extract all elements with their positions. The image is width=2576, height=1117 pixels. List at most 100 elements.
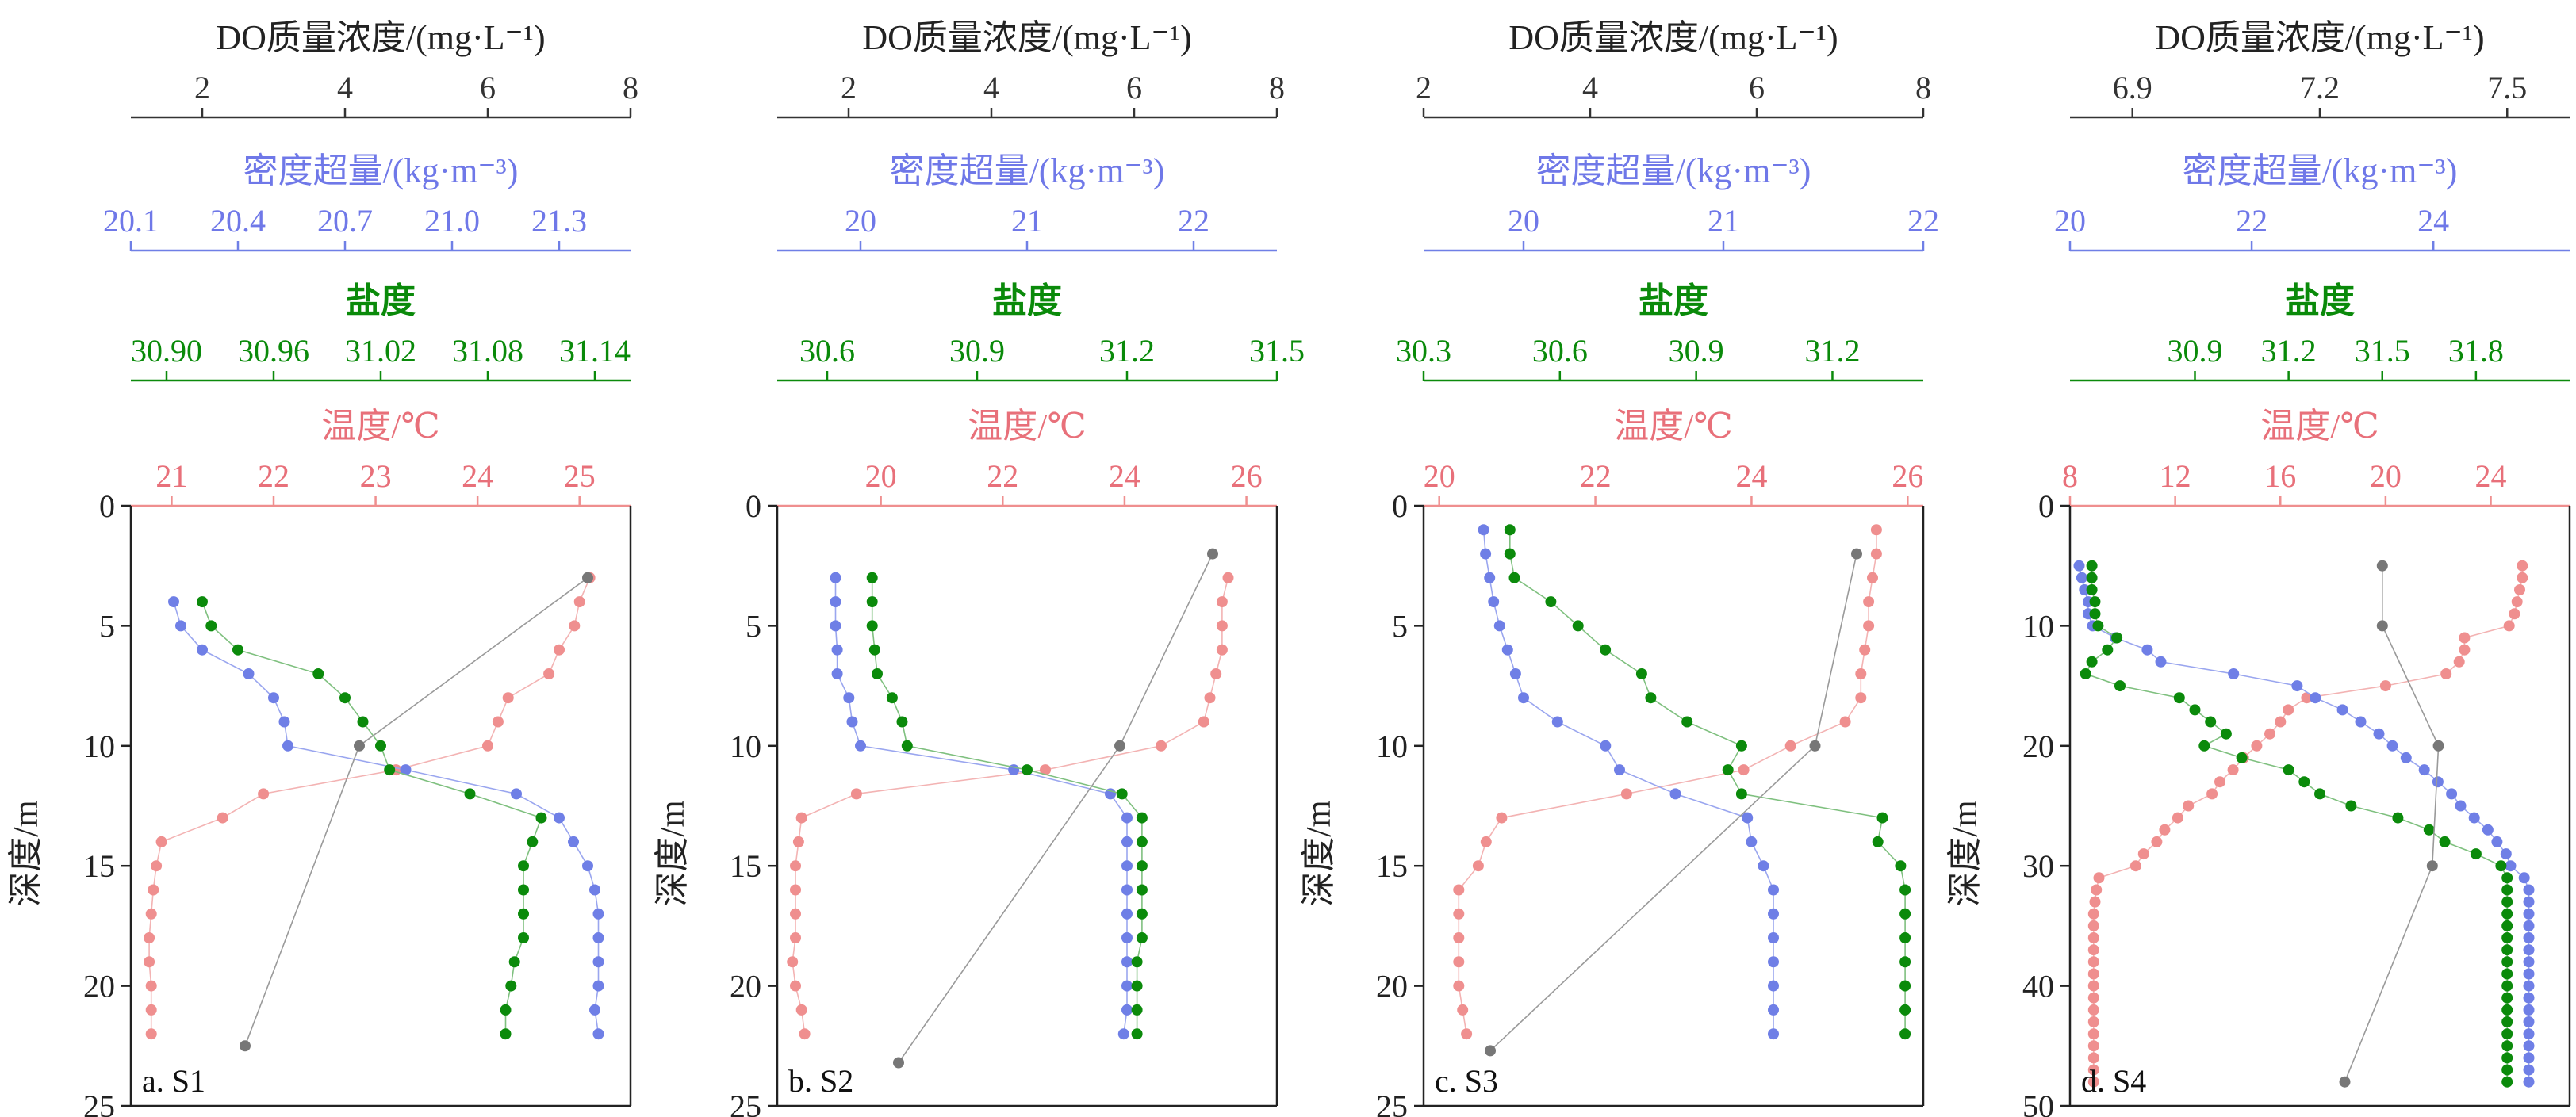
temperature-point bbox=[151, 860, 163, 872]
salinity-point bbox=[1131, 980, 1143, 992]
temperature-point bbox=[2511, 596, 2523, 608]
y-tick-label: 0 bbox=[746, 488, 761, 524]
salinity-point bbox=[1508, 572, 1520, 583]
do-tick-label: 2 bbox=[1416, 70, 1432, 105]
temperature-point bbox=[2514, 584, 2525, 595]
salinity-point bbox=[500, 1028, 512, 1040]
density-point bbox=[1509, 668, 1521, 679]
salinity-axis-title: 盐度 bbox=[1639, 281, 1708, 320]
density-point bbox=[400, 764, 412, 776]
temperature-axis: 8 12 16 20 24 温度/℃ bbox=[2062, 407, 2570, 507]
temperature-line bbox=[2093, 565, 2524, 1082]
temperature-point bbox=[1855, 692, 1867, 704]
density-point bbox=[1493, 620, 1505, 632]
density-point bbox=[1121, 1004, 1133, 1016]
temperature-point bbox=[2172, 812, 2183, 824]
temperature-tick-label: 8 bbox=[2062, 458, 2078, 494]
temperature-point bbox=[1480, 836, 1492, 847]
temperature-point bbox=[1156, 740, 1167, 752]
density-series bbox=[830, 572, 1133, 1040]
temperature-line bbox=[148, 577, 591, 1035]
do-axis-title: DO质量浓度/(mg·L⁻¹) bbox=[862, 18, 1191, 57]
density-point bbox=[831, 668, 843, 679]
density-tick-label: 21.3 bbox=[531, 203, 587, 239]
density-point bbox=[1614, 764, 1625, 776]
density-axis-title: 密度超量/(kg·m⁻³) bbox=[1536, 151, 1811, 190]
temperature-point bbox=[492, 716, 504, 728]
salinity-point bbox=[896, 716, 908, 728]
salinity-point bbox=[1899, 956, 1911, 968]
salinity-point bbox=[2501, 908, 2513, 920]
temperature-tick-label: 24 bbox=[462, 458, 493, 494]
salinity-point bbox=[2439, 836, 2451, 847]
salinity-point bbox=[1899, 980, 1911, 992]
density-point bbox=[1758, 860, 1769, 872]
temperature-point bbox=[2087, 1004, 2099, 1016]
density-tick-label: 24 bbox=[2417, 203, 2449, 239]
density-point bbox=[175, 620, 186, 632]
temperature-point bbox=[145, 1004, 157, 1016]
temperature-series bbox=[144, 572, 596, 1040]
panel-label: c. S3 bbox=[1435, 1063, 1498, 1099]
temperature-point bbox=[2087, 1052, 2099, 1064]
salinity-point bbox=[2501, 1016, 2513, 1027]
salinity-series bbox=[1504, 524, 1911, 1040]
temperature-tick-label: 21 bbox=[155, 458, 187, 494]
density-tick-label: 22 bbox=[1907, 203, 1939, 239]
salinity-axis: 30.6 30.9 31.2 31.5 盐度 bbox=[777, 281, 1305, 382]
salinity-point bbox=[2111, 632, 2123, 644]
temperature-point bbox=[155, 836, 167, 847]
temperature-point bbox=[2151, 836, 2163, 847]
temperature-point bbox=[502, 692, 514, 704]
do-tick-label: 7.2 bbox=[2300, 70, 2340, 105]
y-axis-title: 深度/m bbox=[6, 800, 45, 906]
density-series bbox=[2073, 560, 2535, 1088]
density-tick-label: 20 bbox=[845, 203, 876, 239]
salinity-tick-label: 30.9 bbox=[2168, 333, 2223, 369]
salinity-point bbox=[866, 572, 878, 583]
salinity-axis: 30.9 31.2 31.5 31.8 盐度 bbox=[2070, 281, 2570, 382]
salinity-series bbox=[2080, 560, 2513, 1088]
density-point bbox=[2228, 668, 2240, 679]
density-point bbox=[2373, 728, 2385, 740]
salinity-tick-label: 30.6 bbox=[1532, 333, 1588, 369]
temperature-axis-title: 温度/℃ bbox=[968, 407, 1086, 446]
temperature-axis: 20 22 24 26 温度/℃ bbox=[1424, 407, 1923, 507]
salinity-axis-title: 盐度 bbox=[992, 281, 1062, 320]
salinity-point bbox=[1504, 548, 1516, 560]
temperature-point bbox=[2459, 632, 2471, 644]
temperature-point bbox=[2087, 1016, 2099, 1027]
salinity-point bbox=[1504, 524, 1516, 536]
salinity-point bbox=[2205, 716, 2217, 728]
temperature-axis-title: 温度/℃ bbox=[321, 407, 439, 446]
temperature-point bbox=[1453, 932, 1465, 943]
temperature-point bbox=[1863, 620, 1875, 632]
density-point bbox=[554, 812, 565, 824]
temperature-point bbox=[1198, 716, 1209, 728]
salinity-axis: 30.90 30.96 31.02 31.08 31.14 盐度 bbox=[131, 281, 631, 382]
density-line bbox=[1482, 530, 1774, 1035]
density-point bbox=[592, 1028, 604, 1040]
do-axis: 2 4 6 8 DO质量浓度/(mg·L⁻¹) bbox=[1416, 18, 1931, 119]
density-point bbox=[592, 908, 604, 920]
panel-label: d. S4 bbox=[2081, 1063, 2146, 1099]
density-point bbox=[2073, 560, 2085, 572]
do-axis: 2 4 6 8 DO质量浓度/(mg·L⁻¹) bbox=[777, 18, 1285, 119]
temperature-point bbox=[2091, 884, 2103, 896]
do-tick-label: 4 bbox=[337, 70, 353, 105]
salinity-point bbox=[518, 908, 529, 920]
salinity-point bbox=[1895, 860, 1907, 872]
salinity-tick-label: 31.8 bbox=[2448, 333, 2504, 369]
temperature-line bbox=[792, 577, 1229, 1035]
salinity-point bbox=[464, 788, 476, 800]
salinity-line bbox=[1509, 530, 1906, 1035]
do-tick-label: 6 bbox=[1126, 70, 1142, 105]
temperature-point bbox=[2087, 1076, 2099, 1088]
temperature-point bbox=[795, 812, 807, 824]
salinity-point bbox=[2501, 980, 2513, 992]
salinity-point bbox=[2220, 728, 2232, 740]
temperature-point bbox=[2087, 968, 2099, 980]
y-tick-label: 40 bbox=[2022, 969, 2054, 1004]
